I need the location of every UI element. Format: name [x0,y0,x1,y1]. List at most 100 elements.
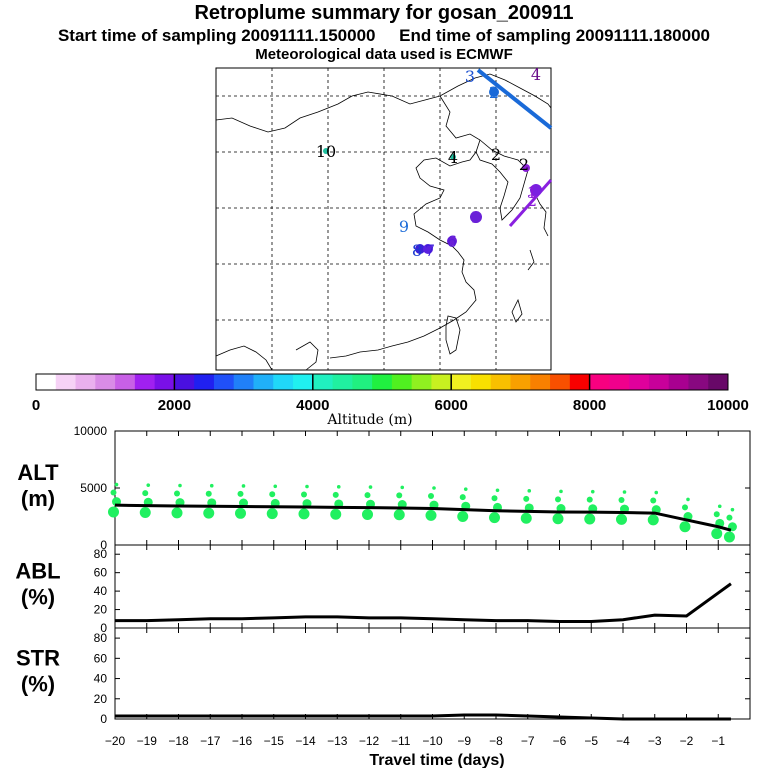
altitude-scatter-point [650,497,657,504]
colorbar-tick-label: 8000 [573,397,606,414]
day-label-4: 4 [448,148,458,167]
altitude-scatter-point [559,489,563,494]
altitude-scatter-point [686,497,690,502]
y-tick-label: 40 [94,584,108,598]
altitude-scatter-point [679,521,691,533]
x-tick-label: −18 [168,734,189,748]
x-tick-label: −7 [521,734,535,748]
y-tick-label: 0 [100,712,107,726]
altitude-scatter-point [711,528,723,540]
altitude-scatter-point [489,512,500,524]
panel-alt: 0 5000 10000 ALT(m) [17,424,751,552]
colorbar-cell [154,374,175,390]
colorbar-tick-label: 0 [32,397,40,414]
colorbar-cell [352,374,373,390]
altitude-scatter-point [269,491,276,498]
altitude-scatter-point [203,507,215,519]
y-tick-label: 10000 [74,424,108,438]
altitude-scatter-point [584,513,596,525]
y-tick-label: 20 [94,603,108,617]
altitude-scatter-point [726,514,733,521]
altitude-scatter-point [178,483,182,488]
altitude-scatter-point [146,483,151,487]
altitude-scatter-point [273,484,278,489]
x-tick-label: −20 [105,734,126,748]
colorbar-tick-label: 6000 [435,397,468,414]
altitude-scatter-point [241,484,246,488]
colorbar-cell [332,374,353,390]
x-tick-label: −3 [648,734,662,748]
altitude-scatter-point [330,508,342,520]
x-tick-label: −11 [391,734,411,748]
y-tick-label: 0 [100,538,107,552]
x-tick-label: −1 [711,734,725,748]
altitude-scatter-point [209,483,214,488]
altitude-scatter-point [364,492,371,499]
sampling-times: Start time of sampling 20091111.150000 E… [57,26,711,45]
x-tick-label: −16 [232,734,253,748]
altitude-scatter-point [495,488,500,493]
altitude-scatter-point [393,509,405,521]
altitude-scatter-point [205,490,212,497]
colorbar-cell [174,374,195,390]
altitude-scatter-point [459,494,466,501]
y-axis-label: STR [16,646,60,671]
day-label-3: 10 [316,142,336,161]
colorbar-cell [431,374,452,390]
panel-str: 0 20 40 60 80 STR(%) [16,627,751,726]
altitude-scatter-point [425,509,437,521]
abl-line [115,582,732,624]
colorbar-cell [55,374,77,390]
colorbar-cell [273,374,294,390]
y-tick-label: 60 [94,651,108,665]
y-axis-label: (%) [21,585,55,610]
map-coastlines [215,73,552,371]
y-tick-label: 80 [94,631,108,645]
plume-track-blue [476,68,553,130]
alt-line [114,503,732,532]
colorbar-tick-label: 2000 [158,397,191,414]
colorbar-cell [233,374,254,390]
y-axis-label: (%) [21,672,55,697]
str-line [115,713,731,721]
chart-title: Retroplume summary for gosan_200911 [194,2,574,24]
colorbar-cell [75,374,96,390]
altitude-scatter-point [428,492,434,499]
y-axis-label: ABL [15,559,60,584]
colorbar-cell [550,374,571,390]
altitude-scatter-point [362,508,373,520]
altitude-scatter-point [171,507,183,519]
altitude-scatter-point [552,513,564,525]
altitude-scatter-point [555,496,561,503]
colorbar-cell [372,374,393,390]
altitude-scatter-point [463,487,468,491]
colorbar-cell [510,374,531,390]
altitude-scatter-point [266,508,278,520]
x-tick-label: −10 [422,734,443,748]
plume-track-purple [508,179,553,227]
colorbar-cell [629,374,650,390]
colorbar-tick-label: 4000 [296,397,329,414]
altitude-scatter-point [336,485,341,489]
altitude-scatter-point [368,485,373,489]
x-tick-label: −5 [584,734,598,748]
x-tick-label: −17 [200,734,221,748]
altitude-scatter-point [723,531,735,543]
colorbar-cell [569,374,591,390]
altitude-scatter-point [332,491,339,498]
altitude-scatter-point [523,495,530,502]
x-tick-label: −6 [553,734,567,748]
day-label-2: 4 [531,65,541,84]
colorbar-cell [253,374,274,390]
x-tick-label: −2 [680,734,694,748]
day-label-5: 2 [491,145,501,164]
altitude-scatter-point [654,490,659,495]
colorbar-cell [490,374,512,390]
travel-time-axis: Travel time (days) −20 −19 −18 −17 −16 −15 −14… [105,734,726,768]
colorbar-cell [530,374,551,390]
day-label-1: 2 [489,83,499,102]
altitude-scatter-point [717,504,722,509]
day-label-9: 7 [425,241,435,260]
